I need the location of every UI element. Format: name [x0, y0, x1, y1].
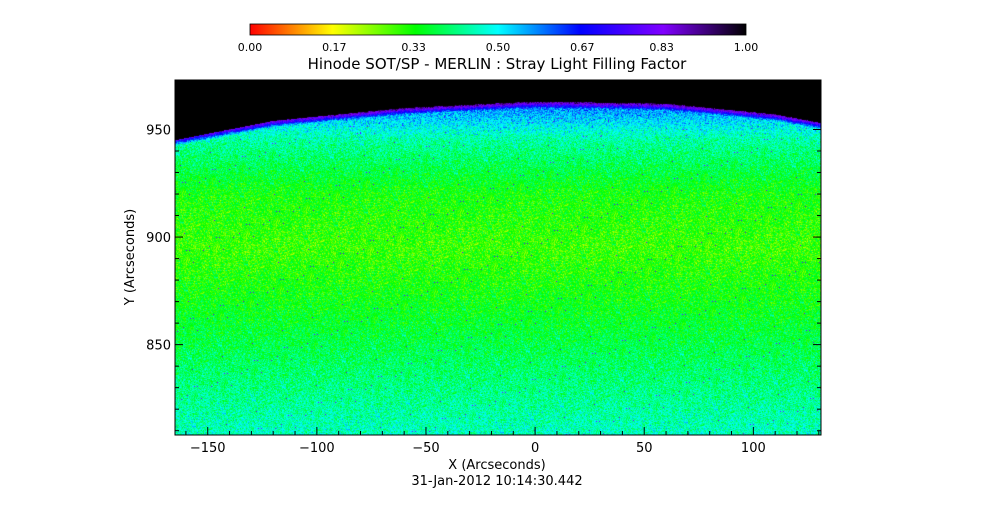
x-tick-label: 100: [741, 441, 766, 456]
x-tick-label: −150: [190, 441, 226, 456]
x-tick-label: −100: [299, 441, 335, 456]
y-tick-label: 900: [146, 231, 171, 246]
x-tick-label: 0: [531, 441, 539, 456]
colorbar-tick-label: 0.83: [649, 41, 674, 54]
x-tick-label: −50: [412, 441, 439, 456]
colorbar-tick-label: 0.17: [322, 41, 347, 54]
y-tick-label: 950: [146, 123, 171, 138]
chart-title: Hinode SOT/SP - MERLIN : Stray Light Fil…: [308, 55, 688, 73]
colorbar-tick-label: 0.67: [570, 41, 595, 54]
axis-ticks: −150 −100 −50 0 50 100 850 900 950: [146, 80, 821, 456]
colorbar-tick-label: 0.00: [238, 41, 263, 54]
y-tick-label: 850: [146, 339, 171, 354]
plot-frame: [174, 79, 822, 436]
x-tick-label: 50: [636, 441, 653, 456]
timestamp-label: 31-Jan-2012 10:14:30.442: [411, 474, 582, 489]
colorbar-tick-label: 0.33: [401, 41, 426, 54]
y-axis-label: Y (Arcseconds): [123, 209, 138, 306]
colorbar-ticks: 0.00 0.17 0.33 0.50 0.67 0.83 1.00: [238, 41, 759, 54]
x-axis-label: X (Arcseconds): [448, 458, 545, 473]
colorbar: [249, 23, 747, 36]
heatmap-image: [175, 80, 821, 435]
colorbar-tick-label: 0.50: [486, 41, 511, 54]
colorbar-tick-label: 1.00: [734, 41, 759, 54]
